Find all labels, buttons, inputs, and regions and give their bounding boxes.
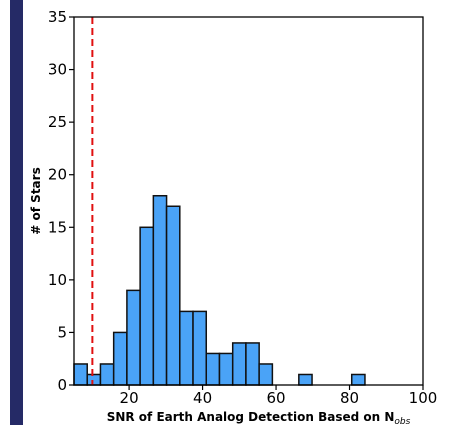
x-tick-label-40: 40 (193, 389, 212, 407)
x-axis-label: SNR of Earth Analog Detection Based on N… (107, 410, 411, 425)
histogram-bar-13 (245, 342, 260, 386)
histogram-bar-16 (350, 373, 366, 386)
x-tick-label-20: 20 (120, 389, 139, 407)
histogram-bar-9 (192, 310, 208, 386)
histogram-bar-12 (231, 342, 247, 386)
histogram-bar-10 (205, 352, 221, 386)
y-axis-label: # of Stars (29, 167, 43, 234)
x-tick-label-80: 80 (340, 389, 359, 407)
histogram-bar-5 (139, 226, 155, 386)
histogram-bar-2 (99, 363, 115, 386)
y-tick-label-20: 20 (48, 166, 67, 184)
histogram-bar-0 (73, 363, 88, 386)
histogram-bar-4 (126, 289, 141, 386)
x-tick-label-60: 60 (267, 389, 286, 407)
y-tick-label-30: 30 (48, 61, 67, 79)
histogram-bar-1 (86, 373, 102, 386)
y-tick-label-35: 35 (48, 8, 67, 26)
y-tick-label-25: 25 (48, 113, 67, 131)
histogram-bar-15 (298, 373, 313, 386)
y-tick-label-0: 0 (57, 376, 67, 394)
y-tick-label-10: 10 (48, 271, 67, 289)
y-tick-label-5: 5 (57, 323, 67, 341)
left-edge-bar (10, 0, 23, 425)
histogram-bar-14 (258, 363, 274, 386)
histogram-bar-6 (152, 194, 168, 386)
plot-frame (73, 16, 424, 386)
histogram-bar-11 (218, 352, 234, 386)
x-tick-label-100: 100 (409, 389, 438, 407)
histogram-bar-7 (165, 205, 181, 386)
x-axis-label-subscript: obs (394, 417, 410, 425)
histogram-bar-8 (179, 310, 194, 386)
y-tick-label-15: 15 (48, 218, 67, 236)
histogram-bar-3 (112, 331, 128, 386)
